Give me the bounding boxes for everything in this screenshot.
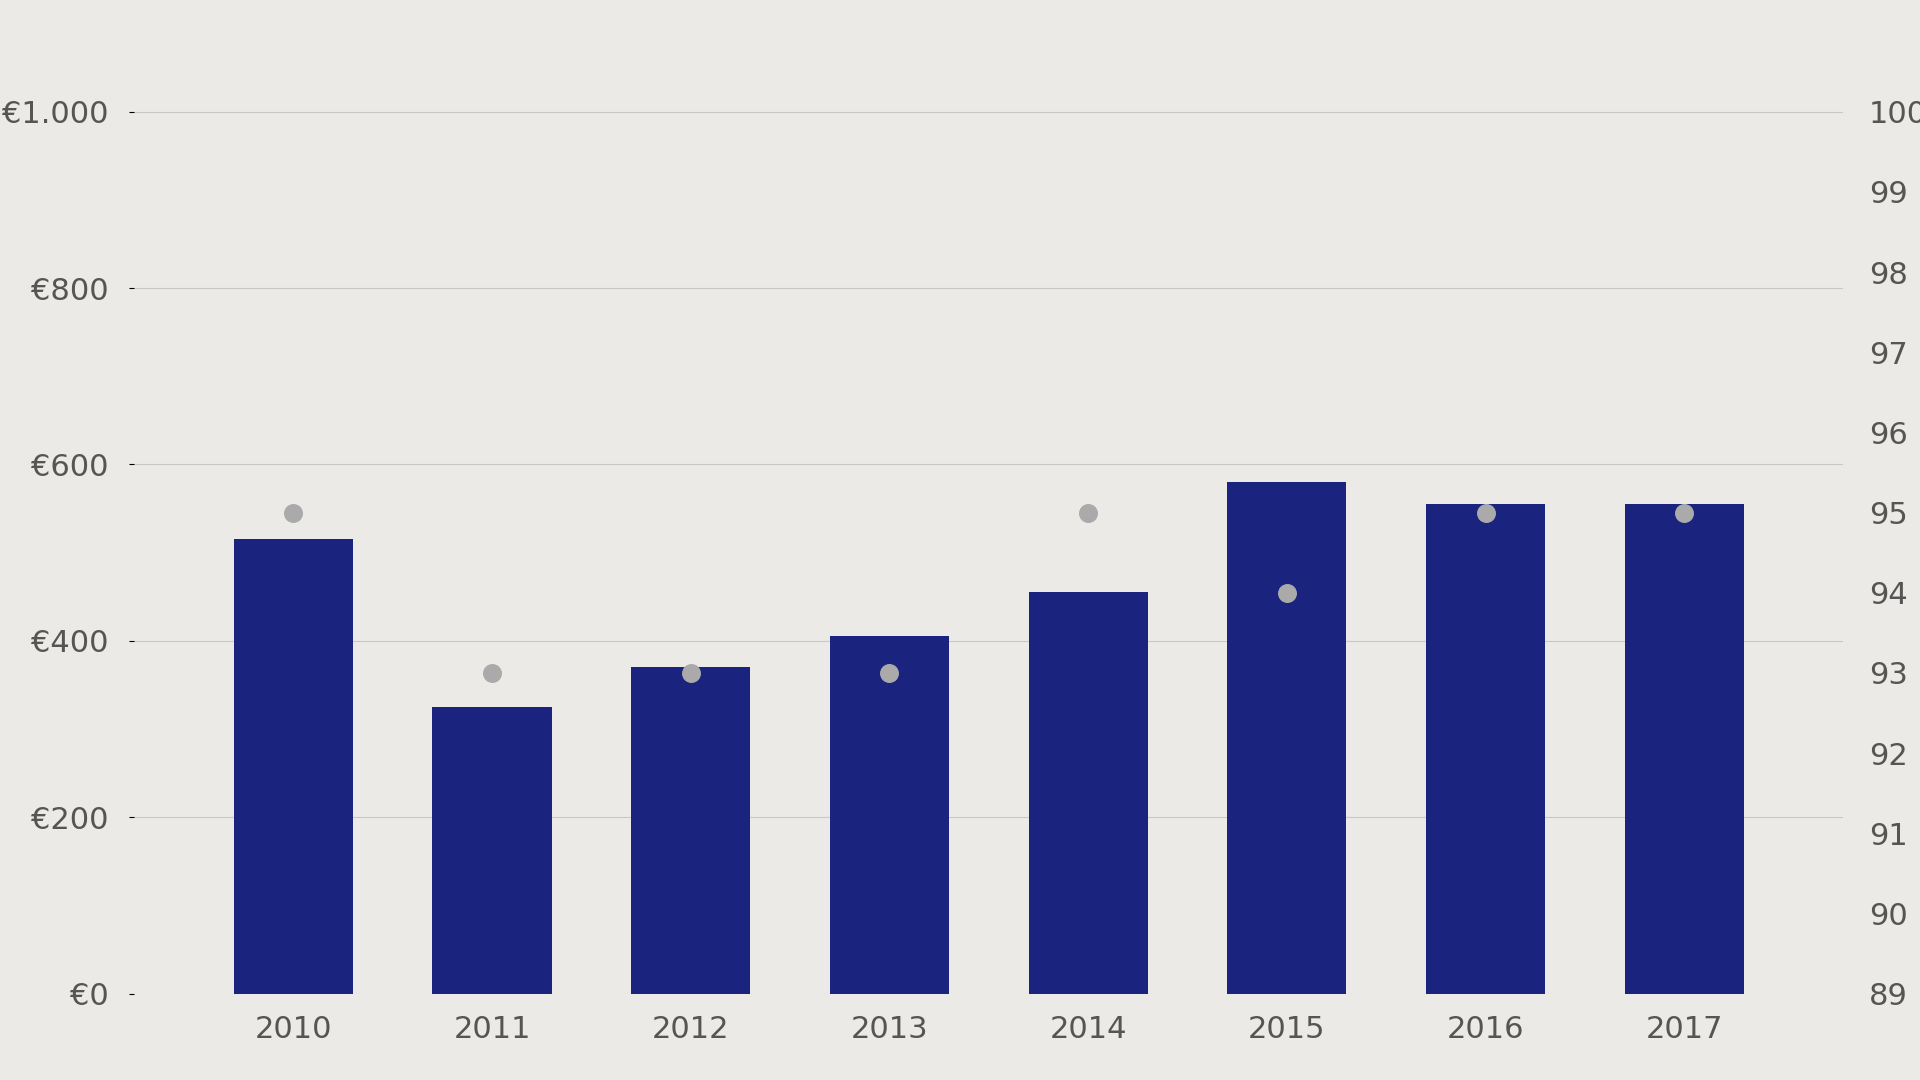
Bar [1624, 504, 1743, 994]
Point [1073, 504, 1104, 522]
Point [476, 664, 507, 681]
Bar [829, 636, 948, 994]
Bar [1227, 482, 1346, 994]
Point [278, 504, 309, 522]
Bar [1029, 592, 1148, 994]
Point [676, 664, 707, 681]
Bar [234, 539, 353, 994]
Point [1271, 584, 1302, 602]
Bar [1427, 504, 1546, 994]
Point [1668, 504, 1699, 522]
Bar [432, 707, 551, 994]
Bar [632, 667, 751, 994]
Point [874, 664, 904, 681]
Point [1471, 504, 1501, 522]
